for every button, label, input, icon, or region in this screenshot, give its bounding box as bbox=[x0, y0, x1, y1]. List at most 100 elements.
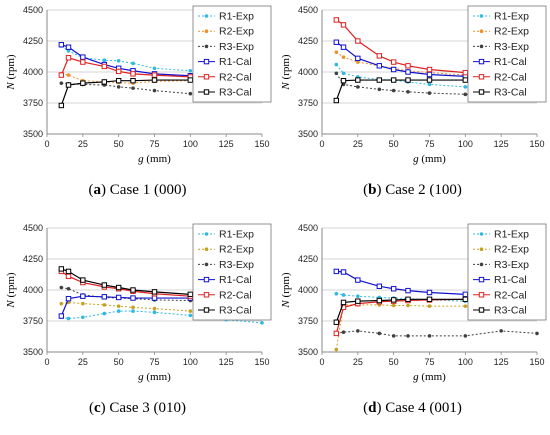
data-point bbox=[334, 347, 339, 352]
data-point bbox=[81, 315, 85, 320]
data-point bbox=[66, 73, 71, 77]
data-point bbox=[116, 304, 121, 308]
data-point bbox=[152, 88, 157, 93]
data-point bbox=[406, 303, 410, 308]
legend-label: R2-Cal bbox=[494, 71, 527, 83]
y-tick-label: 3750 bbox=[23, 98, 43, 108]
legend-marker bbox=[203, 307, 210, 313]
legend-marker bbox=[203, 58, 210, 65]
data-point bbox=[333, 268, 340, 275]
data-point bbox=[333, 97, 340, 104]
data-point bbox=[427, 91, 432, 95]
data-point bbox=[130, 295, 136, 301]
data-point bbox=[406, 90, 410, 94]
y-tick-label: 3750 bbox=[23, 316, 43, 326]
y-axis-label: N (rpm) bbox=[280, 54, 292, 90]
legend-marker bbox=[203, 89, 210, 95]
series-line bbox=[61, 301, 263, 315]
caption-a: (a) Case 1 (000) bbox=[88, 182, 187, 198]
data-point bbox=[405, 77, 411, 83]
legend-marker bbox=[203, 276, 210, 283]
series-r2-exp bbox=[59, 300, 264, 316]
data-point bbox=[426, 77, 433, 83]
chart-c: 3500 3750 4000 4250 4500 0 25 50 75 100 125 150 g (m… bbox=[5, 223, 272, 383]
legend-label: R1-Cal bbox=[494, 56, 527, 68]
legend-box bbox=[192, 223, 272, 321]
series-r1-cal bbox=[333, 268, 540, 299]
data-point bbox=[340, 269, 347, 275]
data-point bbox=[80, 277, 86, 283]
y-axis-unit: (rpm) bbox=[280, 54, 292, 82]
legend-label: R2-Exp bbox=[219, 26, 254, 38]
series-line bbox=[336, 330, 538, 337]
legend: R1-Exp R2-Exp R3-Exp R1-Cal R2-Cal R3-Cal bbox=[192, 5, 272, 103]
legend-label: R3-Exp bbox=[219, 41, 254, 53]
legend-label: R1-Exp bbox=[494, 11, 529, 23]
series-r1-exp bbox=[59, 309, 264, 325]
data-point bbox=[59, 285, 64, 290]
legend-marker bbox=[478, 89, 485, 95]
x-tick-label: 0 bbox=[319, 139, 324, 149]
x-axis-var: g bbox=[138, 371, 144, 383]
data-point bbox=[427, 304, 432, 308]
data-point bbox=[462, 291, 469, 298]
legend-label: R2-Exp bbox=[494, 26, 529, 38]
x-tick-label: 100 bbox=[458, 139, 473, 149]
legend-marker bbox=[479, 29, 484, 33]
y-tick-label: 4250 bbox=[23, 36, 43, 46]
data-point bbox=[66, 286, 71, 291]
data-point bbox=[390, 286, 397, 292]
y-axis-var: N bbox=[5, 82, 17, 91]
data-point bbox=[427, 82, 432, 87]
legend: R1-Exp R2-Exp R3-Exp R1-Cal R2-Cal R3-Cal bbox=[467, 223, 547, 321]
x-tick-label: 100 bbox=[183, 139, 198, 149]
data-point bbox=[355, 277, 361, 283]
x-axis-var: g bbox=[413, 153, 419, 165]
legend-label: R3-Cal bbox=[494, 87, 527, 99]
data-point bbox=[334, 291, 339, 296]
legend-label: R1-Cal bbox=[219, 56, 252, 68]
data-point bbox=[405, 296, 411, 302]
data-point bbox=[340, 22, 347, 28]
caption-letter: d bbox=[368, 400, 377, 416]
legend-marker bbox=[204, 29, 209, 33]
legend-marker bbox=[479, 232, 484, 236]
legend-label: R3-Exp bbox=[494, 41, 529, 53]
data-point bbox=[58, 102, 65, 109]
legend: R1-Exp R2-Exp R3-Exp R1-Cal R2-Cal R3-Cal bbox=[467, 5, 547, 103]
data-point bbox=[390, 297, 397, 303]
y-tick-label: 3500 bbox=[23, 129, 43, 139]
legend-box bbox=[467, 223, 547, 321]
data-point bbox=[188, 313, 193, 318]
data-point bbox=[341, 55, 346, 59]
data-point bbox=[115, 68, 122, 75]
data-point bbox=[115, 294, 122, 301]
data-point bbox=[462, 77, 469, 83]
legend-label: R2-Cal bbox=[494, 289, 527, 301]
legend-marker bbox=[204, 14, 209, 18]
x-tick-label: 125 bbox=[494, 357, 509, 367]
y-axis-unit: (rpm) bbox=[280, 272, 292, 300]
data-point bbox=[341, 71, 346, 76]
legend-label: R1-Exp bbox=[219, 229, 254, 241]
data-point bbox=[462, 69, 469, 76]
chart-panel-a: 3500 3750 4000 4250 4500 0 25 50 75 100 125 150 g (m… bbox=[0, 0, 275, 217]
legend-label: R3-Cal bbox=[219, 87, 252, 99]
data-point bbox=[341, 293, 346, 297]
data-point bbox=[65, 55, 72, 61]
x-tick-label: 50 bbox=[389, 139, 399, 149]
chart-b: 3500 3750 4000 4250 4500 0 25 50 75 100 125 150 g (m… bbox=[280, 5, 547, 165]
chart-panel-b: 3500 3750 4000 4250 4500 0 25 50 75 100 125 150 g (m… bbox=[275, 0, 550, 217]
y-tick-label: 4500 bbox=[298, 223, 318, 233]
x-tick-label: 50 bbox=[114, 139, 124, 149]
x-tick-label: 125 bbox=[494, 139, 509, 149]
data-point bbox=[405, 69, 411, 75]
x-axis-unit: (mm) bbox=[419, 153, 447, 165]
series-line bbox=[61, 310, 263, 324]
data-point bbox=[188, 309, 193, 313]
data-point bbox=[58, 266, 65, 272]
series-line bbox=[336, 293, 538, 313]
y-tick-label: 3750 bbox=[298, 98, 318, 108]
y-axis-var: N bbox=[280, 82, 292, 91]
data-point bbox=[59, 301, 64, 306]
